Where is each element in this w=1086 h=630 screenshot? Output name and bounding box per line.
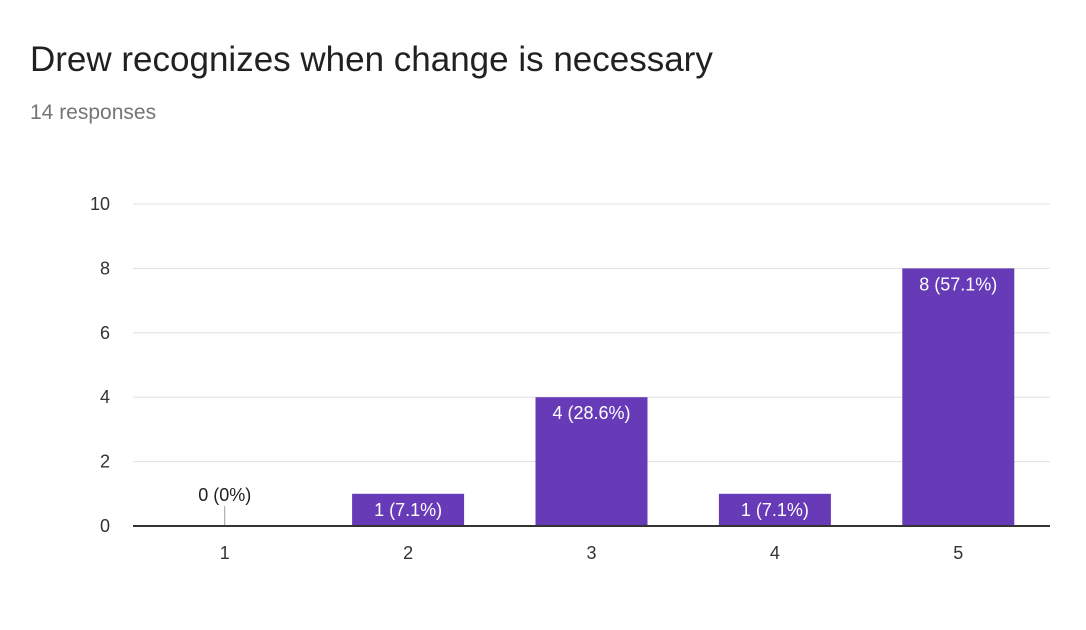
data-label-5: 8 (57.1%) (919, 274, 997, 294)
y-tick-label: 8 (100, 258, 110, 278)
y-tick-label: 10 (90, 194, 110, 214)
data-label-2: 1 (7.1%) (374, 500, 442, 520)
data-label-4: 1 (7.1%) (741, 500, 809, 520)
y-tick-label: 0 (100, 516, 110, 536)
bar-3 (535, 397, 648, 526)
x-tick-label: 2 (403, 543, 413, 563)
x-tick-label: 3 (586, 543, 596, 563)
bars (224, 268, 1015, 526)
bar-5 (902, 268, 1015, 526)
x-tick-label: 4 (770, 543, 780, 563)
data-labels: 0 (0%) 1 (7.1%) 4 (28.6%) 1 (7.1%) 8 (57.1%) (198, 274, 997, 519)
x-tick-label: 5 (953, 543, 963, 563)
bar-4 (718, 493, 831, 526)
data-label-1: 0 (0%) (198, 485, 251, 505)
data-label-3: 4 (28.6%) (552, 403, 630, 423)
y-tick-label: 4 (100, 387, 110, 407)
chart-title: Drew recognizes when change is necessary (30, 40, 713, 79)
response-count: 14 responses (30, 101, 157, 124)
y-tick-label: 2 (100, 452, 110, 472)
bar-2 (352, 493, 465, 526)
x-tick-label: 1 (220, 543, 230, 563)
y-tick-label: 6 (100, 323, 110, 343)
